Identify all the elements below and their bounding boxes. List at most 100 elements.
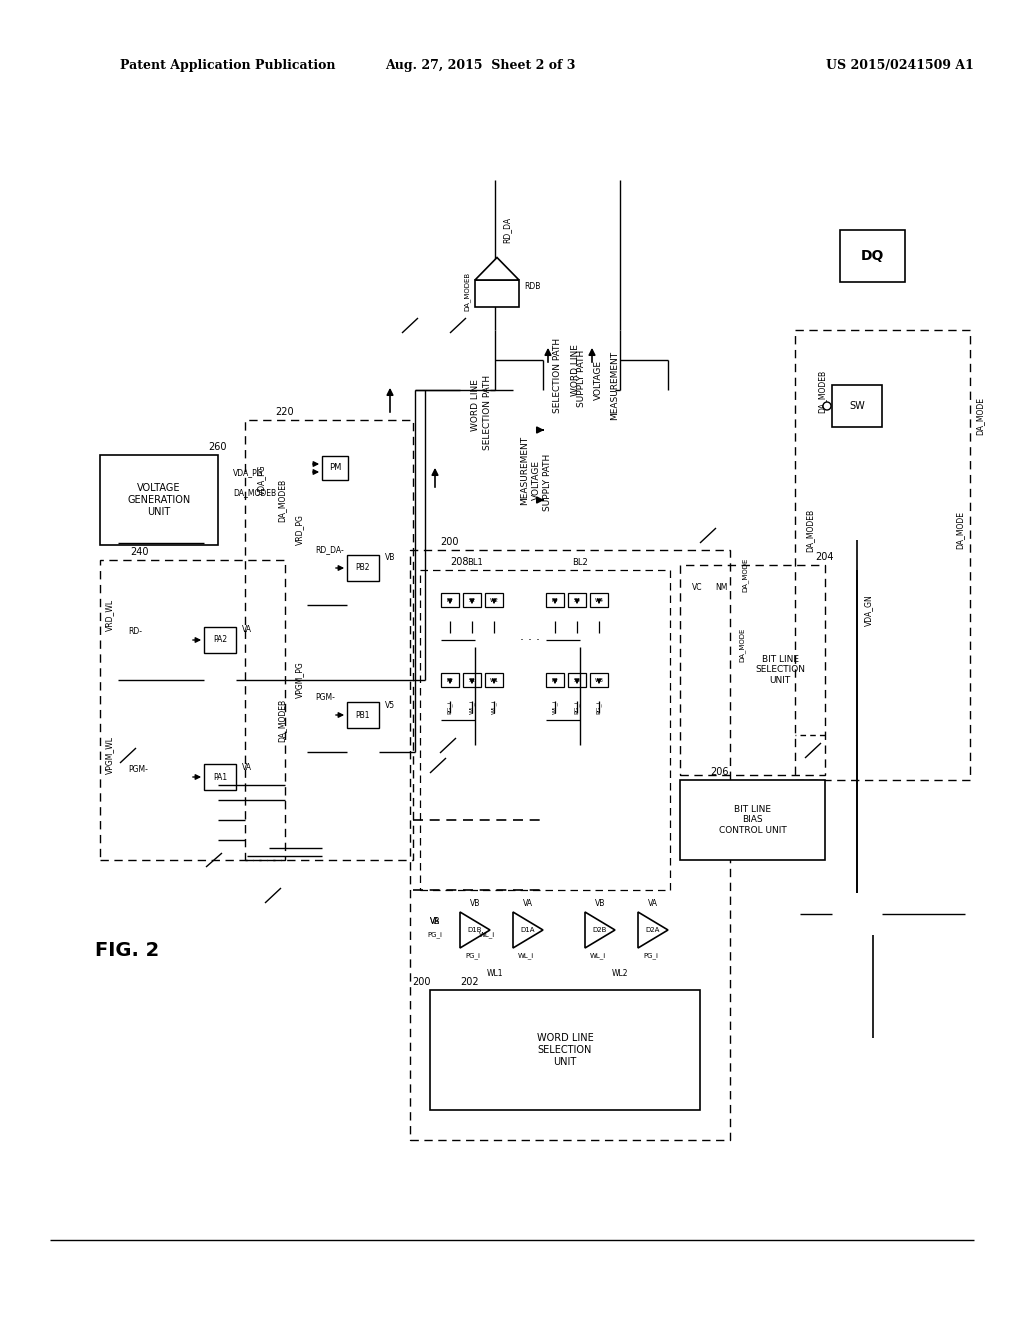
Bar [485,673,503,686]
Text: VPGM_WL: VPGM_WL [105,737,114,774]
Text: VOLTAGE: VOLTAGE [594,360,602,400]
Bar [568,593,586,607]
Text: PGM-: PGM- [128,766,147,775]
Text: PG_i: PG_i [574,701,580,714]
Text: DA_MODE: DA_MODE [975,397,984,436]
Bar [245,420,413,861]
Text: RD_DA-: RD_DA- [315,545,344,554]
Text: VA: VA [242,763,252,771]
Text: DQ: DQ [861,249,884,263]
Text: PA1: PA1 [213,772,227,781]
Text: PB2: PB2 [355,564,371,573]
Text: 240: 240 [130,546,148,557]
Text: F2: F2 [446,598,454,602]
Text: VOLTAGE: VOLTAGE [531,459,541,500]
Bar [680,780,825,861]
Text: VDA_PG: VDA_PG [233,469,263,478]
Text: V5: V5 [385,701,395,710]
Text: Patent Application Publication: Patent Application Publication [120,58,336,71]
Text: 202: 202 [460,977,478,987]
Text: SELECTION PATH: SELECTION PATH [554,338,562,413]
Text: DA_MODE: DA_MODE [738,628,745,663]
Text: PM: PM [329,463,341,473]
Text: Aug. 27, 2015  Sheet 2 of 3: Aug. 27, 2015 Sheet 2 of 3 [385,58,575,71]
Bar [485,593,503,607]
Text: SUPPLY PATH: SUPPLY PATH [577,350,586,407]
Bar [546,593,564,607]
Text: D2B: D2B [593,927,607,933]
Text: VB: VB [385,553,395,562]
Bar [475,280,519,308]
Text: WL_i: WL_i [492,700,497,714]
Bar [410,550,730,1140]
Text: DA_MODEB: DA_MODEB [463,272,470,310]
Text: PG_i: PG_i [643,953,658,960]
Text: S2: S2 [469,598,475,602]
Bar [680,565,825,775]
Text: VB: VB [470,899,480,908]
Text: WORD LINE: WORD LINE [470,379,479,430]
Text: FIG. 2: FIG. 2 [95,940,160,960]
Text: VRD_WL: VRD_WL [105,599,114,631]
Text: PGM-: PGM- [315,693,335,702]
Text: W1: W1 [489,677,499,682]
Text: WL_i: WL_i [469,700,475,714]
Text: F3: F3 [552,677,558,682]
Text: VA: VA [648,899,658,908]
Text: WORD LINE
SELECTION
UNIT: WORD LINE SELECTION UNIT [537,1034,593,1067]
Bar [831,385,882,426]
Text: DA_MODEB: DA_MODEB [278,698,286,742]
Text: VRD_PG: VRD_PG [295,515,304,545]
Text: VDA_PG: VDA_PG [257,465,266,495]
Text: PG_i: PG_i [465,953,480,960]
Bar [347,702,379,729]
Text: DA_MODEB: DA_MODEB [806,508,814,552]
Text: D1A: D1A [521,927,536,933]
Text: 200: 200 [440,537,459,546]
Text: 204: 204 [815,552,834,562]
Bar [441,593,459,607]
Polygon shape [460,912,490,948]
Text: BL2: BL2 [572,558,588,568]
Text: W4: W4 [595,598,603,602]
Bar [430,990,700,1110]
Text: PG_i: PG_i [596,701,602,714]
Text: S3: S3 [573,677,581,682]
Text: SELECTION PATH: SELECTION PATH [482,375,492,450]
Bar [840,230,905,282]
Text: SW: SW [849,401,865,411]
Text: WL_i: WL_i [552,700,558,714]
Text: · · ·: · · · [520,634,540,647]
Text: VDA_GN: VDA_GN [864,594,873,626]
Bar [322,455,348,480]
Text: S4: S4 [573,598,581,602]
Text: D1B: D1B [468,927,482,933]
Text: MEASUREMENT: MEASUREMENT [610,350,620,420]
Bar [100,560,285,861]
Text: PG_i: PG_i [427,932,442,939]
Text: DA_MODE: DA_MODE [955,511,965,549]
Text: VOLTAGE
GENERATION
UNIT: VOLTAGE GENERATION UNIT [127,483,190,516]
Text: VA: VA [430,917,440,927]
Text: VB: VB [595,899,605,908]
Text: PA2: PA2 [213,635,227,644]
Circle shape [823,403,831,411]
Text: 206: 206 [710,767,728,777]
Bar [463,673,481,686]
Text: SUPPLY PATH: SUPPLY PATH [543,453,552,511]
Text: BIT LINE
BIAS
CONTROL UNIT: BIT LINE BIAS CONTROL UNIT [719,805,786,836]
Text: RD-: RD- [128,627,142,636]
Bar [441,673,459,686]
Text: WL2: WL2 [611,969,629,978]
Bar [420,570,670,890]
Text: VA: VA [523,899,534,908]
Polygon shape [638,912,668,948]
Text: 220: 220 [275,407,294,417]
Polygon shape [475,257,519,280]
Bar [347,554,379,581]
Text: DA_MODEB: DA_MODEB [233,488,276,498]
Text: 260: 260 [208,442,226,451]
Text: 200: 200 [412,977,430,987]
Bar [463,593,481,607]
Text: DA_MODEB: DA_MODEB [817,370,826,413]
